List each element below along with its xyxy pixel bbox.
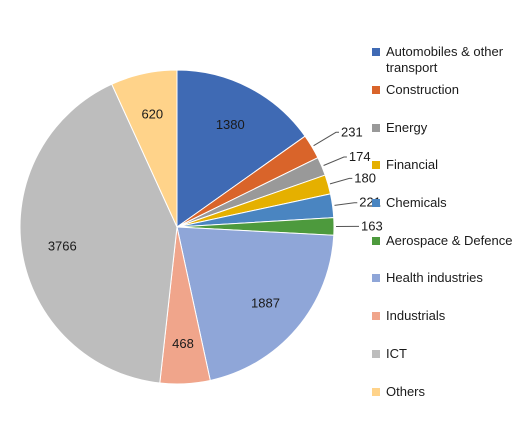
legend-item-others: Others bbox=[372, 384, 530, 400]
legend-label-automobiles-and-other-transport: Automobiles & other transport bbox=[386, 44, 504, 75]
legend-label-ict: ICT bbox=[386, 346, 407, 361]
legend-label-health-industries: Health industries bbox=[386, 270, 483, 285]
legend-swatch-chemicals bbox=[372, 199, 380, 207]
legend-item-automobiles-and-other-transport: Automobiles & other transport bbox=[372, 44, 530, 76]
data-label-energy: 174 bbox=[349, 149, 371, 164]
pie-slice-health-industries bbox=[176, 226, 335, 382]
legend-label-others: Others bbox=[386, 384, 426, 399]
leader-line-chemicals bbox=[334, 202, 358, 206]
legend-swatch-ict bbox=[372, 350, 380, 358]
leader-line-construction bbox=[313, 131, 339, 147]
legend-swatch-aerospace-and-defence bbox=[372, 237, 380, 245]
leader-line-financial bbox=[329, 177, 353, 185]
legend-item-financial: Financial bbox=[372, 157, 530, 173]
legend-swatch-energy bbox=[372, 124, 380, 132]
data-label-industrials: 468 bbox=[172, 336, 194, 351]
legend-swatch-health-industries bbox=[372, 274, 380, 282]
legend-label-construction: Construction bbox=[386, 82, 459, 97]
legend-swatch-industrials bbox=[372, 312, 380, 320]
data-label-automobiles-and-other-transport: 1380 bbox=[216, 117, 245, 132]
legend-item-construction: Construction bbox=[372, 82, 530, 98]
legend-label-aerospace-and-defence: Aerospace & Defence bbox=[386, 233, 513, 248]
legend-swatch-construction bbox=[372, 86, 380, 94]
legend-label-energy: Energy bbox=[386, 120, 428, 135]
legend-item-chemicals: Chemicals bbox=[372, 195, 530, 211]
legend-item-energy: Energy bbox=[372, 120, 530, 136]
data-label-ict: 3766 bbox=[48, 238, 77, 253]
legend-swatch-automobiles-and-other-transport bbox=[372, 48, 380, 56]
legend-label-financial: Financial bbox=[386, 157, 439, 172]
data-label-financial: 180 bbox=[354, 170, 376, 185]
legend-item-health-industries: Health industries bbox=[372, 270, 530, 286]
legend-swatch-financial bbox=[372, 161, 380, 169]
legend-swatch-others bbox=[372, 388, 380, 396]
data-label-others: 620 bbox=[141, 107, 163, 122]
legend-item-ict: ICT bbox=[372, 346, 530, 362]
leader-line-energy bbox=[323, 156, 347, 166]
legend-item-industrials: Industrials bbox=[372, 308, 530, 324]
data-label-health-industries: 1887 bbox=[251, 295, 280, 310]
data-label-aerospace-and-defence: 163 bbox=[361, 218, 383, 233]
pie-slice-ict bbox=[19, 83, 178, 384]
pie-slice-others bbox=[111, 69, 178, 228]
legend-label-industrials: Industrials bbox=[386, 308, 446, 323]
pie-slice-automobiles-and-other-transport bbox=[176, 69, 306, 228]
legend-item-aerospace-and-defence: Aerospace & Defence bbox=[372, 233, 530, 249]
legend-label-chemicals: Chemicals bbox=[386, 195, 447, 210]
data-label-construction: 231 bbox=[341, 124, 363, 139]
